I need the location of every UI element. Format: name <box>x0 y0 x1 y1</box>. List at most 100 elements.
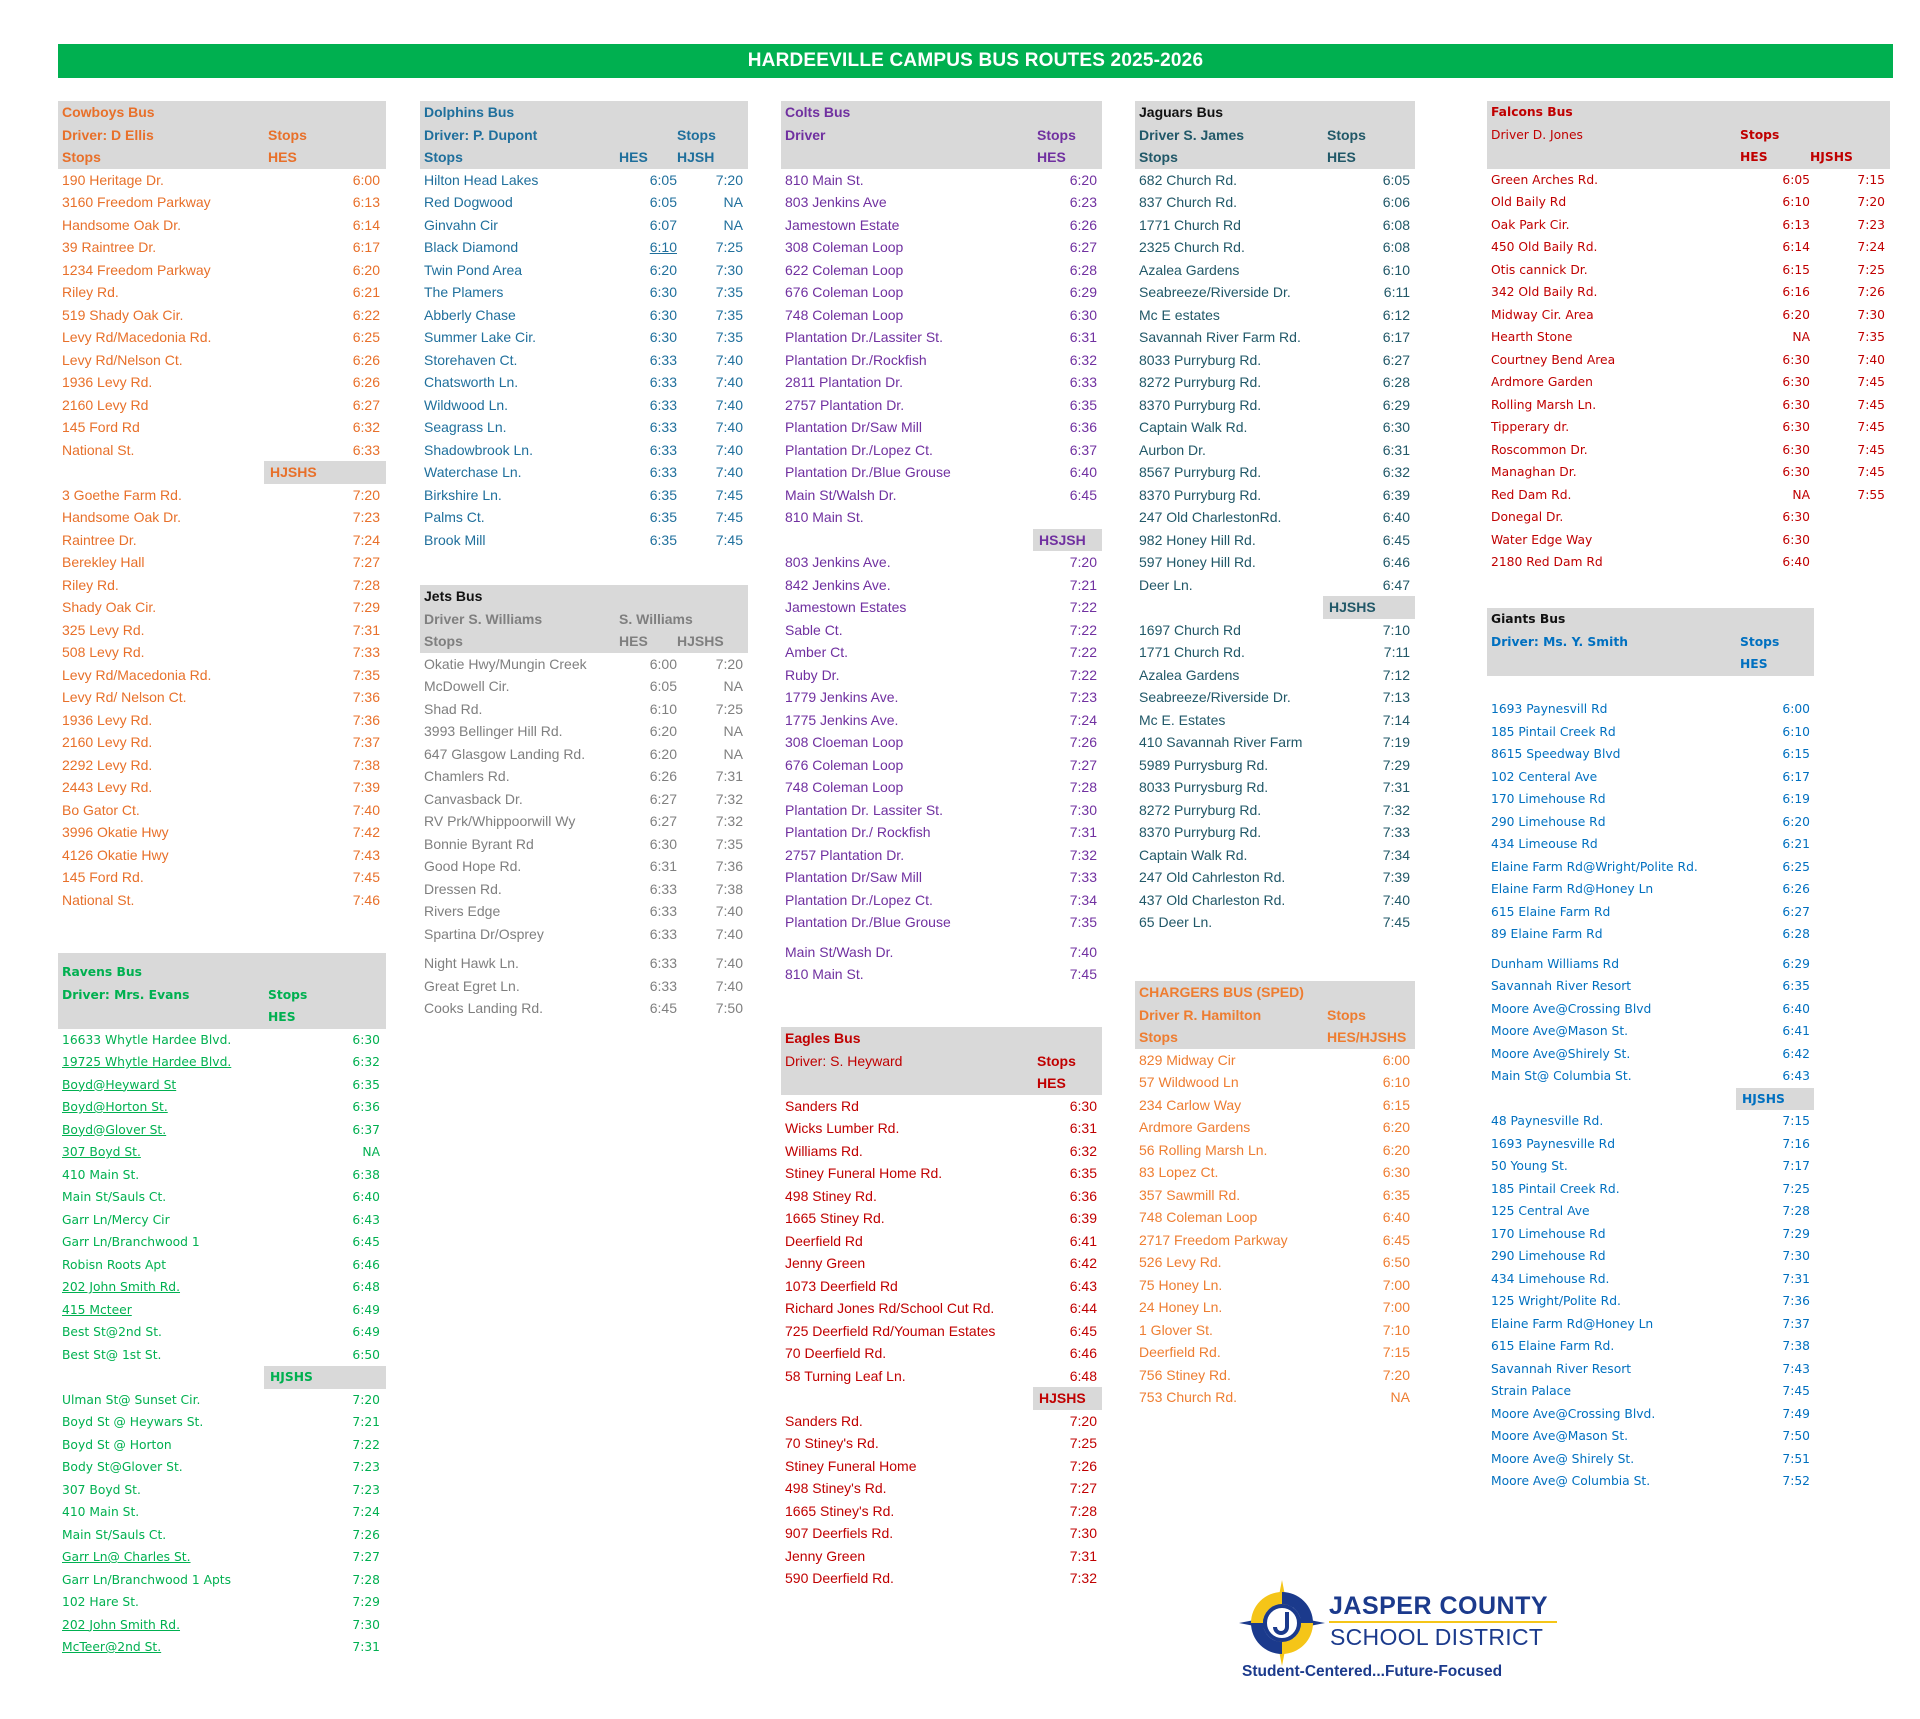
hes-time: 6:30 <box>1782 420 1810 434</box>
stop-row: Red Dogwood 6:05 NA <box>420 191 748 214</box>
stop-row: Moore Ave@ Shirely St. 7:51 <box>1487 1448 1814 1471</box>
stop-row: Stiney Funeral Home 7:26 <box>781 1455 1102 1478</box>
hes-time: 6:19 <box>1782 792 1810 806</box>
stop-row: Levy Rd/ Nelson Ct. 7:36 <box>58 686 386 709</box>
stop-name: Main St/Wash Dr. <box>785 943 894 960</box>
bus-header: Cowboys Bus Driver: D Ellis Stops Stops HES <box>58 101 386 169</box>
stop-name: Ardmore Gardens <box>1139 1119 1251 1135</box>
stop-name: 56 Rolling Marsh Ln. <box>1139 1141 1268 1158</box>
hes-time: 6:35 <box>1382 1186 1410 1203</box>
hes-time: 6:40 <box>1382 1209 1410 1225</box>
hes-time: 7:36 <box>352 689 380 705</box>
stop-row: 290 Limehouse Rd 6:20 <box>1487 811 1814 834</box>
stop-name: National St. <box>62 891 135 908</box>
stop-row: Moore Ave@ Columbia St. 7:52 <box>1487 1470 1814 1493</box>
bus-header: Colts Bus Driver Stops HES <box>781 101 1102 169</box>
stop-row: Best St@ 1st St. 6:50 <box>58 1344 386 1367</box>
stop-row: Main St/Walsh Dr. 6:45 <box>781 484 1102 507</box>
stop-row: Courtney Bend Area 6:30 7:40 <box>1487 349 1890 372</box>
hes-time: 6:33 <box>649 441 677 458</box>
hes-time: 6:27 <box>649 790 677 807</box>
stop-name: 57 Wildwood Ln <box>1139 1074 1239 1090</box>
stop-row: Captain Walk Rd. 6:30 <box>1135 416 1415 439</box>
stop-row: 1771 Church Rd. 7:11 <box>1135 641 1415 664</box>
stop-name: 1 Glover St. <box>1139 1321 1213 1338</box>
hes-time: 7:40 <box>1382 891 1410 908</box>
hes-time: 6:30 <box>1782 510 1810 524</box>
hjshs-time: 7:40 <box>715 925 743 942</box>
hjshs-time: 7:35 <box>715 306 743 323</box>
stop-name: Main St/Walsh Dr. <box>785 486 897 503</box>
hes-time: 7:29 <box>352 599 380 615</box>
hes-time: 6:29 <box>1782 956 1810 971</box>
column-header: Stops <box>1037 1052 1076 1069</box>
stop-name: Sanders Rd <box>785 1097 859 1114</box>
stop-name: Stiney Funeral Home <box>785 1457 917 1474</box>
hes-time: 7:27 <box>352 1550 380 1564</box>
header-label: Stops <box>1139 1029 1178 1045</box>
header-label <box>62 1006 268 1029</box>
hes-time: 6:41 <box>1782 1024 1810 1038</box>
hjshs-time <box>1810 506 1885 529</box>
hes-time: 7:10 <box>1382 1321 1410 1338</box>
colts-bus-schedule: Colts Bus Driver Stops HES 810 Main St. 6:20 8… <box>781 101 1102 986</box>
stop-row: 8033 Purrysburg Rd. 7:31 <box>1135 776 1415 799</box>
hes-time: 6:13 <box>1782 217 1810 232</box>
stop-row: Seabreeze/Riverside Dr. 6:11 <box>1135 281 1415 304</box>
column-header: S. Williams <box>619 610 693 627</box>
hes-time: 6:25 <box>1782 859 1810 874</box>
column-header <box>1327 981 1410 1004</box>
stop-row: Main St@ Columbia St. 6:43 <box>1487 1065 1814 1088</box>
stop-row: Boyd St @ Heywars St. 7:21 <box>58 1411 386 1434</box>
header-line: HES <box>781 1072 1102 1095</box>
hes-time: 6:30 <box>1782 465 1810 479</box>
stop-row: Stiney Funeral Home Rd. 6:35 <box>781 1162 1102 1185</box>
header-line: Driver: Ms. Y. Smith Stops <box>1487 631 1814 654</box>
hjshs-time: 7:32 <box>715 790 743 807</box>
hes-time: 7:11 <box>1383 644 1410 660</box>
stop-name: 185 Pintail Creek Rd <box>1491 724 1616 739</box>
hjshs-time: 7:20 <box>715 171 743 188</box>
hjshs-time: 7:55 <box>1857 487 1885 502</box>
hes-time: 7:36 <box>352 711 380 728</box>
hes-time: 6:15 <box>1382 1096 1410 1113</box>
stop-name: 2160 Levy Rd <box>62 396 149 413</box>
header-line: HES <box>58 1006 386 1029</box>
stop-row: Main St/Sauls Ct. 6:40 <box>58 1186 386 1209</box>
hes-time: 6:45 <box>352 1235 380 1249</box>
hes-time: 7:38 <box>352 756 380 773</box>
hes-time: 7:25 <box>1782 1181 1810 1196</box>
stop-name: Bonnie Byrant Rd <box>424 835 534 852</box>
hes-time: 6:46 <box>1382 554 1410 570</box>
hes-time: 6:42 <box>1069 1255 1097 1271</box>
stop-name: 434 Limeouse Rd <box>1491 837 1598 851</box>
stop-row: 190 Heritage Dr. 6:00 <box>58 169 386 192</box>
stop-name: Deerfield Rd. <box>1139 1344 1221 1360</box>
stop-row: 1693 Paynesville Rd 7:16 <box>1487 1133 1814 1156</box>
stop-name: Azalea Gardens <box>1139 261 1240 278</box>
stop-row: Ulman St@ Sunset Cir. 7:20 <box>58 1389 386 1412</box>
hes-time: 6:32 <box>1069 1142 1097 1159</box>
hes-time: 7:45 <box>1069 966 1097 982</box>
bus-header: Jets Bus Driver S. Williams S. Williams Sto… <box>420 585 748 653</box>
stop-row: 56 Rolling Marsh Ln. 6:20 <box>1135 1139 1415 1162</box>
stop-row: Jamestown Estates 7:22 <box>781 596 1102 619</box>
stop-name: 75 Honey Ln. <box>1139 1276 1223 1293</box>
stop-name: Sanders Rd. <box>785 1412 863 1429</box>
hes-time: 6:17 <box>1382 329 1410 345</box>
column-header: Stops <box>268 987 308 1002</box>
hes-time: 6:28 <box>1069 261 1097 278</box>
hes-time: 6:46 <box>1069 1345 1097 1361</box>
stop-row: Deer Ln. 6:47 <box>1135 574 1415 597</box>
stop-name: 19725 Whytle Hardee Blvd. <box>62 1055 232 1069</box>
hes-time: 7:26 <box>1069 734 1097 750</box>
hjshs-time: NA <box>723 216 743 233</box>
stop-row: Otis cannick Dr. 6:15 7:25 <box>1487 259 1890 282</box>
header-line: Driver: P. Dupont Stops <box>420 124 748 147</box>
stop-row: Green Arches Rd. 6:05 7:15 <box>1487 169 1890 192</box>
hjshs-time: 7:25 <box>715 700 743 717</box>
hes-time: 7:00 <box>1382 1276 1410 1293</box>
column-header <box>677 585 743 608</box>
stop-row: Elaine Farm Rd@Wright/Polite Rd. 6:25 <box>1487 856 1814 879</box>
hjshs-time: 7:40 <box>715 419 743 435</box>
